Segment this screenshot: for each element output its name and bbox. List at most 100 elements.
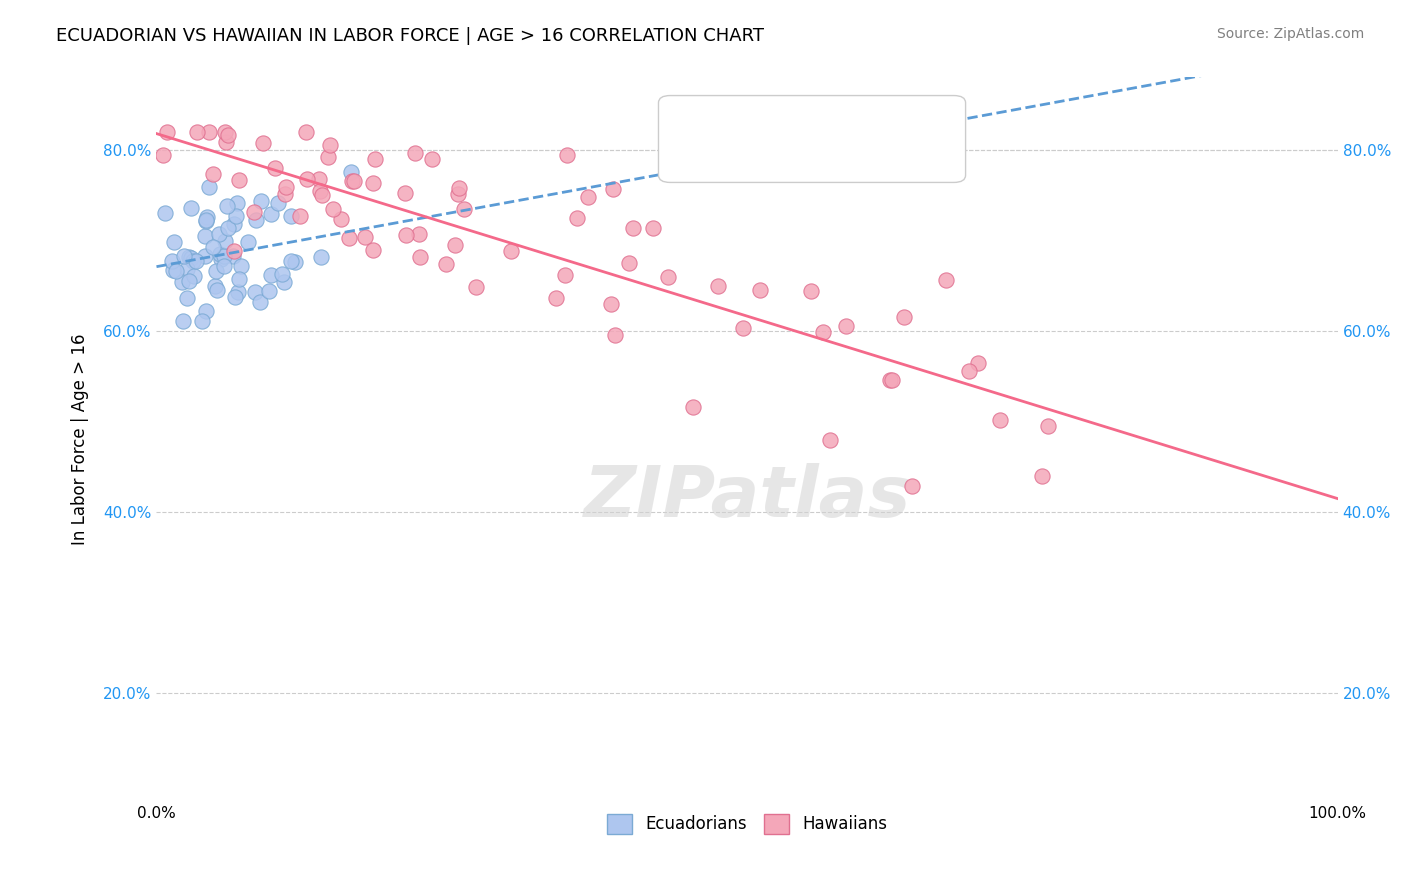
Point [316,150,339,164]
Point [226,196,249,211]
Point [449,181,471,195]
Point [394,186,416,200]
Point [226,285,249,299]
Point [408,250,430,264]
Point [198,125,221,139]
Point [181,253,204,268]
Point [180,252,202,266]
Point [205,264,228,278]
Point [209,252,232,267]
Point [284,254,307,268]
Point [228,271,250,285]
Point [443,237,465,252]
Point [225,209,247,223]
Point [260,207,283,221]
Text: ZIPatlas: ZIPatlas [583,463,911,532]
Y-axis label: In Labor Force | Age > 16: In Labor Force | Age > 16 [72,334,89,545]
Point [186,254,208,268]
Point [554,268,576,283]
Point [453,202,475,216]
Point [706,278,728,293]
Point [163,235,186,249]
Point [194,214,217,228]
Point [172,314,194,328]
Point [228,172,250,186]
Point [194,228,217,243]
Point [464,280,486,294]
Point [354,230,377,244]
Point [308,172,330,186]
Point [243,205,266,219]
Point [197,211,219,225]
Point [224,244,246,258]
Point [264,161,287,175]
Point [966,356,988,370]
Point [257,284,280,298]
Point [194,213,217,227]
Point [602,182,624,196]
Point [820,433,842,447]
Point [194,249,217,263]
Point [214,260,236,274]
Point [340,164,363,178]
Point [222,249,245,263]
Point [555,148,578,162]
Point [308,185,330,199]
Point [935,273,957,287]
Point [205,283,228,297]
Point [288,209,311,223]
Point [191,314,214,328]
Point [214,125,236,139]
Point [249,294,271,309]
Point [329,211,352,226]
Point [224,290,246,304]
Point [1038,419,1060,434]
Point [434,257,457,271]
Point [236,235,259,250]
Point [162,263,184,277]
Point [180,201,202,215]
Point [322,202,344,216]
Point [260,268,283,283]
Point [408,227,430,242]
Point [361,176,384,190]
Text: Source: ZipAtlas.com: Source: ZipAtlas.com [1216,27,1364,41]
Point [214,249,236,263]
Point [177,274,200,288]
Point [266,196,288,211]
Point [208,247,231,261]
Point [643,220,665,235]
Point [600,297,623,311]
Point [901,479,924,493]
Point [1031,468,1053,483]
Point [800,284,823,298]
Point [337,231,360,245]
Point [361,243,384,257]
Point [544,291,567,305]
Point [249,194,271,209]
Point [319,138,342,153]
Point [340,173,363,187]
Point [217,128,239,142]
Point [295,125,318,139]
Point [186,125,208,139]
Point [194,303,217,318]
Point [270,267,292,281]
Point [156,125,179,139]
Point [447,187,470,202]
Point [177,251,200,265]
Point [202,240,225,254]
Point [280,253,302,268]
Point [201,167,224,181]
Point [176,261,198,276]
Point [404,145,426,160]
Point [274,179,297,194]
Point [152,148,174,162]
Text: ECUADORIAN VS HAWAIIAN IN LABOR FORCE | AGE > 16 CORRELATION CHART: ECUADORIAN VS HAWAIIAN IN LABOR FORCE | … [56,27,765,45]
Point [176,291,198,305]
Point [893,310,915,324]
Point [342,174,364,188]
Point [208,227,231,241]
Point [280,209,302,223]
Point [880,374,903,388]
